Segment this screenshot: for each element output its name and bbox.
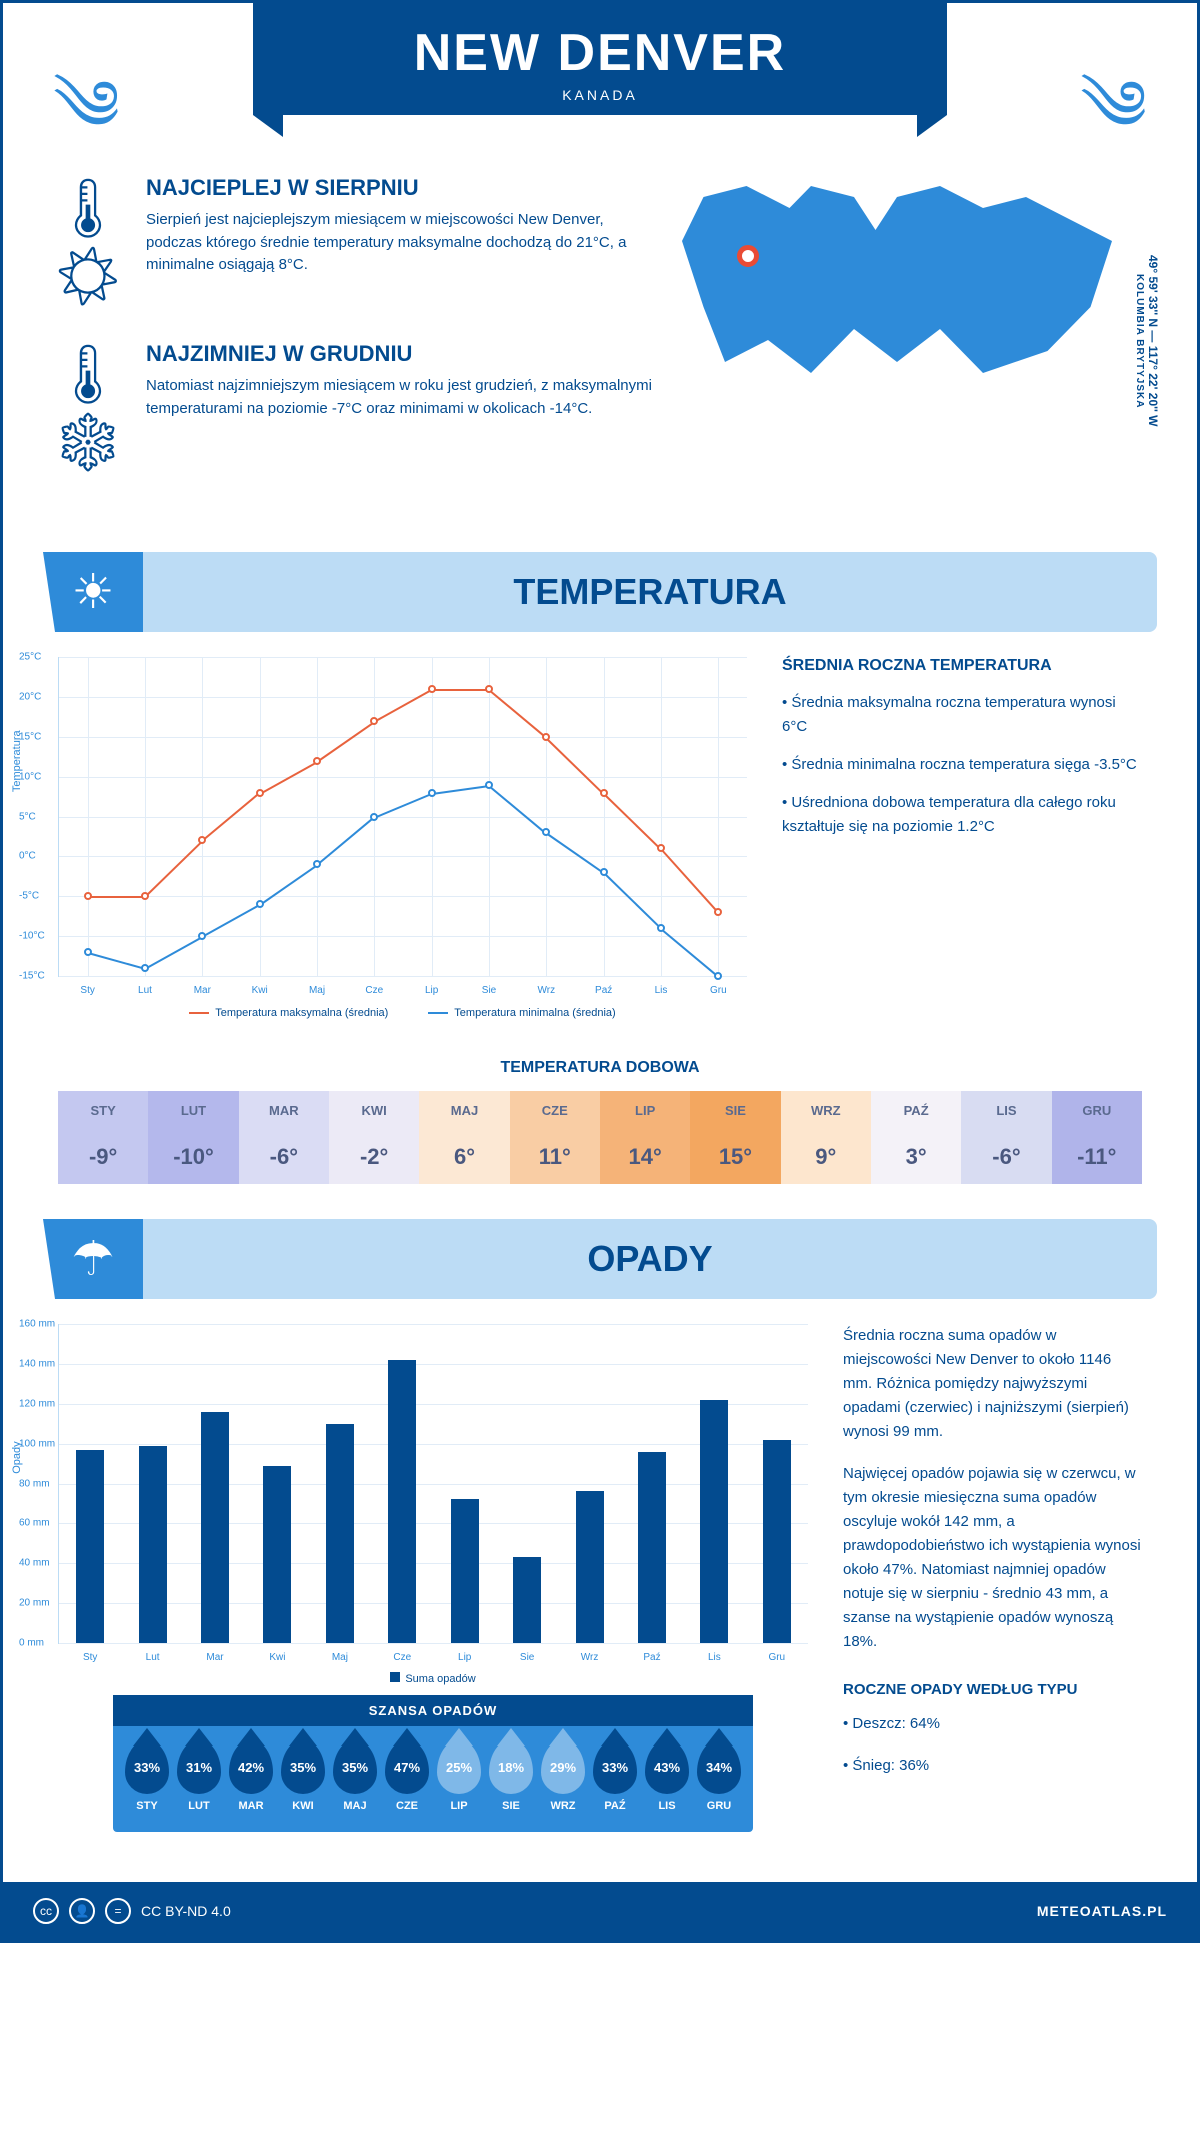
license-text: CC BY-ND 4.0 xyxy=(141,1903,231,1919)
precip-text: Najwięcej opadów pojawia się w czerwcu, … xyxy=(843,1462,1142,1654)
nd-icon: = xyxy=(105,1898,131,1924)
fact-cold-text: Natomiast najzimniejszym miesiącem w rok… xyxy=(146,375,652,420)
precip-text: Średnia roczna suma opadów w miejscowośc… xyxy=(843,1324,1142,1444)
section-title: OPADY xyxy=(143,1219,1157,1299)
section-temperature: ☀ TEMPERATURA xyxy=(43,552,1157,632)
wind-icon-left: ༄ xyxy=(53,28,120,225)
chance-title: SZANSA OPADÓW xyxy=(113,1695,753,1726)
cc-icon: cc xyxy=(33,1898,59,1924)
temp-info-title: ŚREDNIA ROCZNA TEMPERATURA xyxy=(782,657,1142,675)
temp-legend: Temperatura maksymalna (średnia) Tempera… xyxy=(58,1007,747,1019)
site-name: METEOATLAS.PL xyxy=(1037,1903,1167,1919)
section-title: TEMPERATURA xyxy=(143,552,1157,632)
header: NEW DENVER KANADA xyxy=(253,3,947,115)
fact-warm-title: NAJCIEPLEJ W SIERPNIU xyxy=(146,175,652,201)
thermometer-snow-icon: 🌡❄ xyxy=(48,341,128,477)
temp-bullet: • Średnia maksymalna roczna temperatura … xyxy=(782,691,1142,739)
location-marker xyxy=(737,245,759,267)
temp-bullet: • Uśredniona dobowa temperatura dla całe… xyxy=(782,791,1142,839)
coordinates: 49° 59' 33'' N — 117° 22' 20'' W KOLUMBI… xyxy=(1132,175,1160,507)
fact-cold-title: NAJZIMNIEJ W GRUDNIU xyxy=(146,341,652,367)
sun-icon: ☀ xyxy=(43,552,143,632)
daily-temp-title: TEMPERATURA DOBOWA xyxy=(3,1059,1197,1077)
precip-type-title: ROCZNE OPADY WEDŁUG TYPU xyxy=(843,1678,1142,1702)
umbrella-icon: ☂ xyxy=(43,1219,143,1299)
country: KANADA xyxy=(253,87,947,103)
daily-temp-table: STY-9°LUT-10°MAR-6°KWI-2°MAJ6°CZE11°LIP1… xyxy=(58,1091,1142,1184)
precip-rain: • Deszcz: 64% xyxy=(843,1712,1142,1736)
fact-warmest: 🌡☀ NAJCIEPLEJ W SIERPNIU Sierpień jest n… xyxy=(48,175,652,311)
section-precipitation: ☂ OPADY xyxy=(43,1219,1157,1299)
precip-legend: Suma opadów xyxy=(58,1672,808,1685)
temperature-line-chart: Temperatura -15°C-10°C-5°C0°C5°C10°C15°C… xyxy=(58,657,747,977)
by-icon: 👤 xyxy=(69,1898,95,1924)
footer: cc 👤 = CC BY-ND 4.0 METEOATLAS.PL xyxy=(3,1882,1197,1940)
chance-box: SZANSA OPADÓW 33%STY31%LUT42%MAR35%KWI35… xyxy=(113,1695,753,1832)
world-map xyxy=(682,175,1112,395)
precip-snow: • Śnieg: 36% xyxy=(843,1754,1142,1778)
temp-bullet: • Średnia minimalna roczna temperatura s… xyxy=(782,753,1142,777)
temp-info: ŚREDNIA ROCZNA TEMPERATURA • Średnia mak… xyxy=(782,657,1142,1019)
precip-info: Średnia roczna suma opadów w miejscowośc… xyxy=(843,1324,1142,1862)
fact-warm-text: Sierpień jest najcieplejszym miesiącem w… xyxy=(146,209,652,277)
precipitation-bar-chart: Opady 0 mm20 mm40 mm60 mm80 mm100 mm120 … xyxy=(58,1324,808,1644)
city-title: NEW DENVER xyxy=(253,23,947,83)
fact-coldest: 🌡❄ NAJZIMNIEJ W GRUDNIU Natomiast najzim… xyxy=(48,341,652,477)
